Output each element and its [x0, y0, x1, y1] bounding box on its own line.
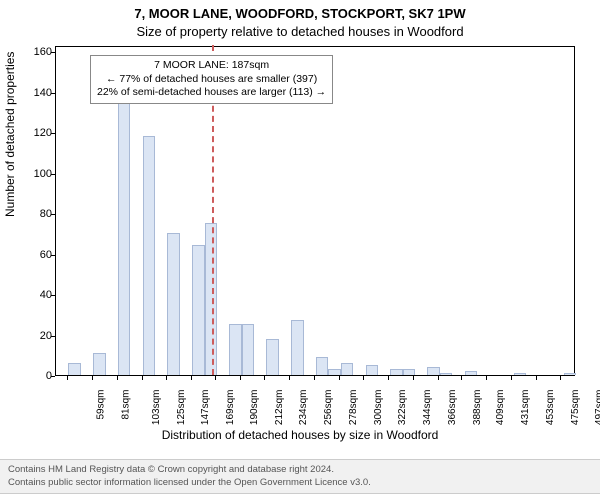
annot-line2: ← 77% of detached houses are smaller (39…: [97, 73, 326, 87]
histogram-bar: [167, 233, 179, 375]
x-tick-mark: [67, 376, 68, 380]
histogram-bar: [366, 365, 378, 375]
x-tick-label: 409sqm: [495, 390, 506, 426]
y-tick-mark: [51, 133, 55, 134]
x-tick-mark: [142, 376, 143, 380]
x-axis-label: Distribution of detached houses by size …: [0, 428, 600, 442]
x-tick-mark: [388, 376, 389, 380]
histogram-bar: [427, 367, 439, 375]
histogram-bar: [514, 373, 526, 375]
y-tick-mark: [51, 376, 55, 377]
x-tick-mark: [536, 376, 537, 380]
x-tick-label: 147sqm: [201, 390, 212, 426]
plot-area: 7 MOOR LANE: 187sqm← 77% of detached hou…: [55, 46, 575, 376]
x-tick-mark: [363, 376, 364, 380]
x-tick-mark: [413, 376, 414, 380]
y-tick-mark: [51, 52, 55, 53]
histogram-bar: [242, 324, 254, 375]
histogram-bar: [390, 369, 402, 375]
x-tick-label: 190sqm: [249, 390, 260, 426]
histogram-bar: [266, 339, 278, 375]
x-tick-label: 300sqm: [373, 390, 384, 426]
x-tick-label: 234sqm: [298, 390, 309, 426]
x-tick-label: 125sqm: [176, 390, 187, 426]
y-tick-label: 20: [22, 330, 52, 342]
x-tick-label: 256sqm: [323, 390, 334, 426]
y-tick-mark: [51, 336, 55, 337]
x-tick-label: 475sqm: [570, 390, 581, 426]
histogram-bar: [192, 245, 204, 375]
x-tick-label: 103sqm: [151, 390, 162, 426]
x-tick-mark: [191, 376, 192, 380]
x-tick-label: 431sqm: [520, 390, 531, 426]
x-tick-mark: [438, 376, 439, 380]
histogram-bar: [229, 324, 241, 375]
x-tick-label: 278sqm: [348, 390, 359, 426]
chart-container: 7, MOOR LANE, WOODFORD, STOCKPORT, SK7 1…: [0, 0, 600, 500]
y-tick-label: 160: [22, 46, 52, 58]
annot-line1: 7 MOOR LANE: 187sqm: [97, 59, 326, 73]
histogram-bar: [93, 353, 105, 375]
x-tick-mark: [92, 376, 93, 380]
annot-line3: 22% of semi-detached houses are larger (…: [97, 86, 326, 100]
x-tick-label: 497sqm: [594, 390, 600, 426]
chart-title-address: 7, MOOR LANE, WOODFORD, STOCKPORT, SK7 1…: [0, 6, 600, 21]
footer-line1: Contains HM Land Registry data © Crown c…: [8, 464, 592, 476]
y-tick-label: 80: [22, 208, 52, 220]
y-tick-label: 0: [22, 370, 52, 382]
histogram-bar: [403, 369, 415, 375]
x-tick-label: 388sqm: [472, 390, 483, 426]
y-tick-mark: [51, 214, 55, 215]
histogram-bar: [341, 363, 353, 375]
x-tick-mark: [511, 376, 512, 380]
histogram-bar: [316, 357, 328, 375]
y-tick-mark: [51, 174, 55, 175]
footer-note: Contains HM Land Registry data © Crown c…: [0, 459, 600, 494]
x-tick-label: 366sqm: [447, 390, 458, 426]
x-tick-mark: [240, 376, 241, 380]
chart-subtitle: Size of property relative to detached ho…: [0, 24, 600, 39]
histogram-bar: [143, 136, 155, 375]
x-tick-mark: [560, 376, 561, 380]
x-tick-label: 212sqm: [274, 390, 285, 426]
x-tick-label: 322sqm: [397, 390, 408, 426]
histogram-bar: [291, 320, 303, 375]
y-tick-label: 60: [22, 249, 52, 261]
annotation-box: 7 MOOR LANE: 187sqm← 77% of detached hou…: [90, 55, 333, 104]
x-tick-mark: [215, 376, 216, 380]
x-tick-mark: [264, 376, 265, 380]
footer-line2: Contains public sector information licen…: [8, 477, 592, 489]
histogram-bar: [440, 373, 452, 375]
histogram-bar: [328, 369, 340, 375]
x-tick-label: 344sqm: [422, 390, 433, 426]
y-tick-label: 140: [22, 87, 52, 99]
y-tick-mark: [51, 255, 55, 256]
x-tick-label: 453sqm: [545, 390, 556, 426]
histogram-bar: [564, 373, 576, 375]
y-tick-mark: [51, 93, 55, 94]
y-tick-label: 40: [22, 289, 52, 301]
y-axis-label: Number of detached properties: [3, 52, 17, 217]
x-tick-mark: [117, 376, 118, 380]
histogram-bar: [118, 102, 130, 375]
x-tick-mark: [314, 376, 315, 380]
histogram-bar: [205, 223, 217, 375]
x-tick-label: 81sqm: [121, 390, 132, 420]
histogram-bar: [68, 363, 80, 375]
x-tick-label: 169sqm: [225, 390, 236, 426]
x-tick-label: 59sqm: [96, 390, 107, 420]
x-tick-mark: [339, 376, 340, 380]
x-tick-mark: [166, 376, 167, 380]
y-tick-label: 120: [22, 127, 52, 139]
x-tick-mark: [289, 376, 290, 380]
x-tick-mark: [461, 376, 462, 380]
x-tick-mark: [486, 376, 487, 380]
y-tick-mark: [51, 295, 55, 296]
y-tick-label: 100: [22, 168, 52, 180]
histogram-bar: [465, 371, 477, 375]
